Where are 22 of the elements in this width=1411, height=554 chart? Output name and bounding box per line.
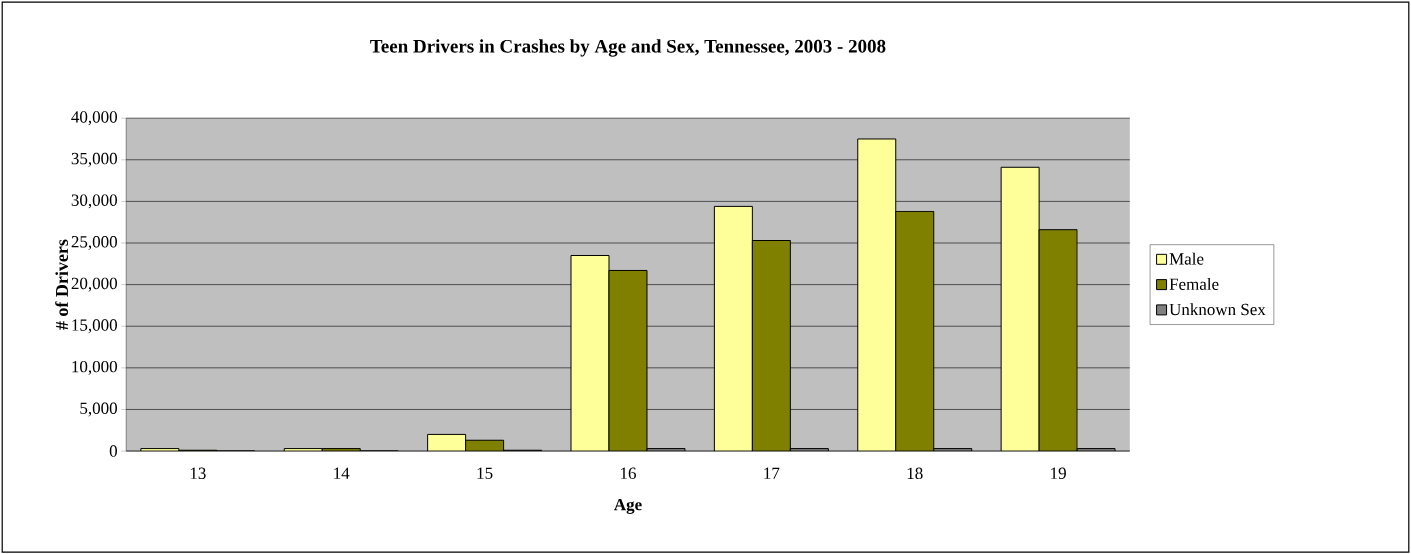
y-tick-label: 0 (109, 445, 117, 457)
x-tick-label: 13 (190, 467, 206, 479)
y-tick-label: 5,000 (80, 402, 117, 417)
x-tick-label: 16 (620, 467, 636, 479)
x-tick-label: 17 (764, 467, 780, 479)
y-tick-label: 30,000 (71, 194, 117, 209)
x-tick-label: 14 (334, 467, 350, 479)
chart-title: Teen Drivers in Crashes by Age and Sex, Tennessee, 2003 - 2008 (370, 39, 886, 57)
y-tick-label: 35,000 (71, 152, 117, 167)
legend-label: Unknown Sex (1169, 303, 1266, 316)
x-tick-label: 15 (477, 467, 493, 479)
y-axis-title: # of Drivers (55, 239, 69, 330)
y-tick-label: 25,000 (71, 235, 117, 250)
y-tick-label: 40,000 (71, 111, 117, 126)
legend-label: Female (1169, 277, 1219, 290)
x-axis-title: Age (614, 498, 642, 514)
x-tick-label: 19 (1051, 467, 1066, 479)
y-tick-label: 20,000 (71, 277, 117, 292)
y-tick-label: 10,000 (72, 360, 117, 375)
x-tick-label: 18 (907, 467, 923, 479)
legend-label: Male (1169, 252, 1204, 265)
y-tick-label: 15,000 (72, 319, 117, 334)
